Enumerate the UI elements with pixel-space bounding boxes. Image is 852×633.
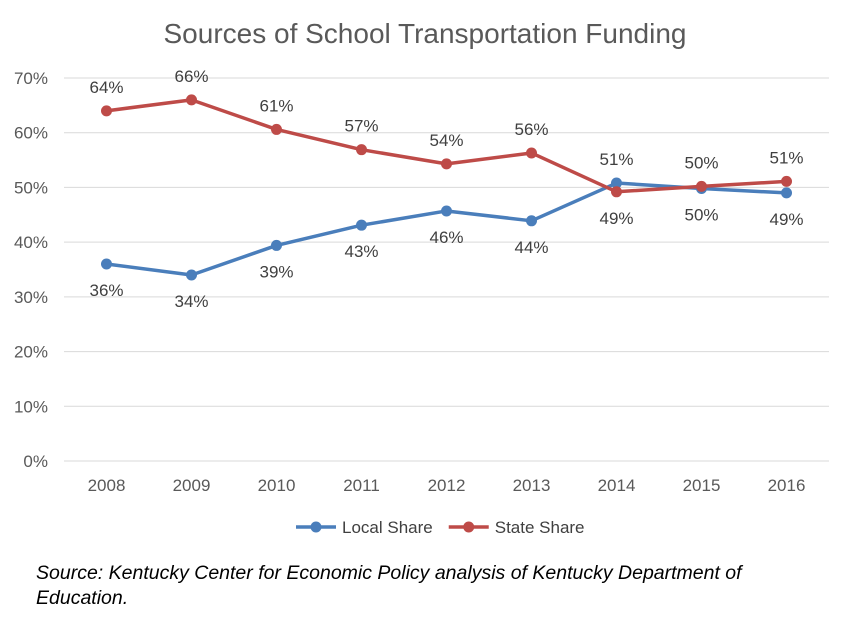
- data-point: [526, 147, 537, 159]
- data-point: [781, 187, 792, 199]
- data-label: 49%: [599, 209, 633, 228]
- x-tick-label: 2011: [343, 476, 380, 495]
- chart-title: Sources of School Transportation Funding: [164, 18, 687, 49]
- data-point: [781, 175, 792, 187]
- data-label: 46%: [429, 228, 463, 247]
- data-label: 44%: [514, 238, 548, 257]
- y-tick-label: 30%: [14, 288, 48, 307]
- data-point: [611, 177, 622, 189]
- data-point: [441, 205, 452, 217]
- data-label: 50%: [684, 153, 718, 172]
- data-point: [441, 158, 452, 170]
- x-tick-label: 2012: [428, 476, 466, 495]
- data-label: 43%: [344, 242, 378, 261]
- data-point: [101, 258, 112, 270]
- y-tick-label: 40%: [14, 233, 48, 252]
- data-label: 51%: [599, 150, 633, 169]
- data-label: 49%: [769, 210, 803, 229]
- y-tick-label: 10%: [14, 397, 48, 416]
- data-label: 54%: [429, 131, 463, 150]
- data-point: [356, 144, 367, 156]
- x-axis-tick-labels: 2008 2009 2010 2011 2012 2013 2014 2015 2016: [88, 476, 806, 495]
- series-lines: [101, 94, 792, 281]
- x-tick-label: 2013: [513, 476, 551, 495]
- y-tick-label: 70%: [14, 69, 48, 88]
- legend-label: Local Share: [342, 518, 433, 537]
- data-point: [101, 105, 112, 117]
- y-axis-tick-labels: 0% 10% 20% 30% 40% 50% 60% 70%: [14, 69, 48, 471]
- data-point: [186, 94, 197, 106]
- data-label: 64%: [89, 78, 123, 97]
- gridlines: [64, 77, 829, 462]
- data-label: 51%: [769, 148, 803, 167]
- x-tick-label: 2010: [258, 476, 296, 495]
- data-labels: 36% 34% 39% 43% 46% 44% 51% 50% 49% 64% 66% 61% 57% 5…: [89, 67, 803, 311]
- x-tick-label: 2009: [173, 476, 211, 495]
- data-point: [271, 239, 282, 251]
- legend-marker: [463, 521, 475, 533]
- legend-label: State Share: [495, 518, 585, 537]
- legend: Local Share State Share: [296, 518, 585, 537]
- data-point: [696, 180, 707, 192]
- data-label: 34%: [174, 292, 208, 311]
- data-label: 57%: [344, 117, 378, 136]
- y-tick-label: 20%: [14, 343, 48, 362]
- y-tick-label: 0%: [23, 452, 48, 471]
- data-label: 39%: [259, 262, 293, 281]
- data-point: [186, 269, 197, 281]
- data-label: 50%: [684, 206, 718, 225]
- legend-marker: [310, 521, 322, 533]
- source-note: Source: Kentucky Center for Economic Pol…: [36, 562, 742, 609]
- data-point: [611, 186, 622, 198]
- data-label: 66%: [174, 67, 208, 86]
- data-label: 56%: [514, 120, 548, 139]
- y-tick-label: 60%: [14, 124, 48, 143]
- x-tick-label: 2015: [683, 476, 721, 495]
- data-label: 61%: [259, 96, 293, 115]
- data-point: [356, 219, 367, 231]
- data-point: [271, 123, 282, 135]
- x-tick-label: 2014: [598, 476, 636, 495]
- data-label: 36%: [89, 281, 123, 300]
- x-tick-label: 2016: [768, 476, 806, 495]
- data-point: [526, 215, 537, 227]
- y-tick-label: 50%: [14, 178, 48, 197]
- x-tick-label: 2008: [88, 476, 126, 495]
